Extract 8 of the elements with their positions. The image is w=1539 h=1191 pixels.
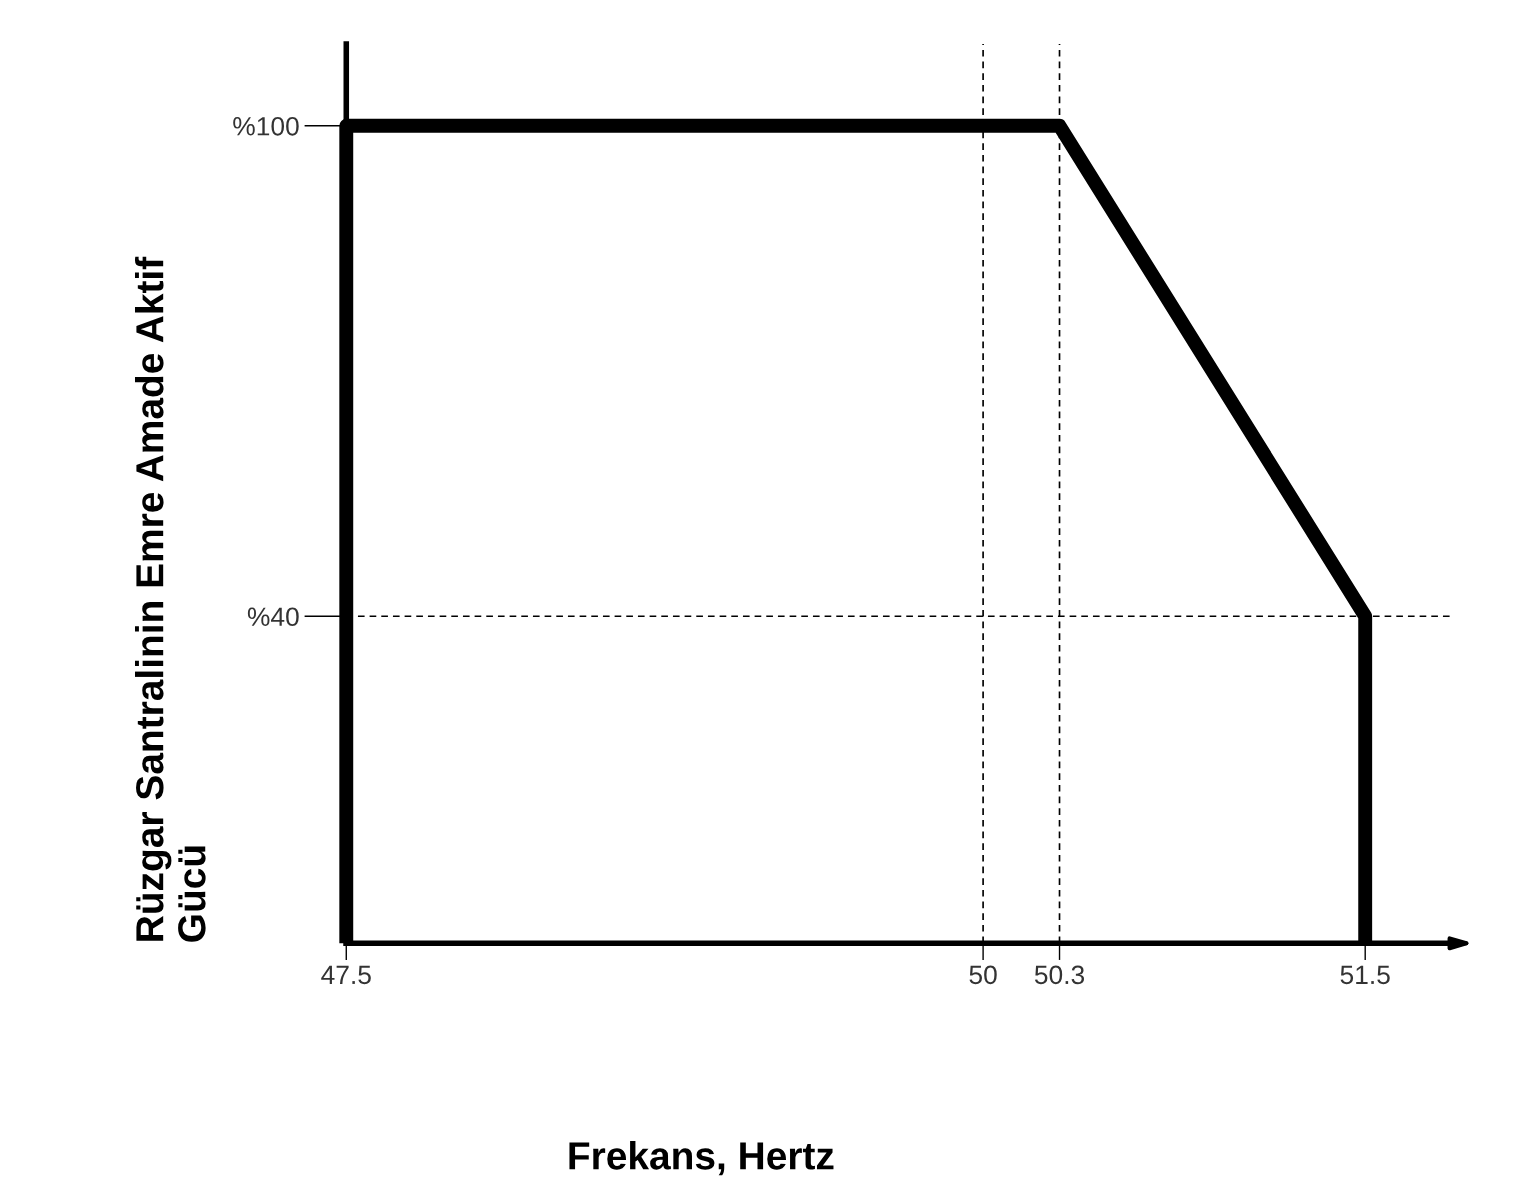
x-tick-label: 47.5: [321, 965, 371, 985]
y-tick-label: %40: [247, 607, 299, 627]
y-tick-label: %100: [233, 116, 299, 136]
y-axis-title: Rüzgar Santralinin Emre Amade Aktif Gücü: [135, 256, 206, 942]
x-tick-label: 50: [969, 965, 997, 985]
x-tick-label: 51.5: [1340, 965, 1390, 985]
x-tick-label: 50.3: [1034, 965, 1085, 985]
x-axis-title: Frekans, Hertz: [569, 1141, 834, 1176]
